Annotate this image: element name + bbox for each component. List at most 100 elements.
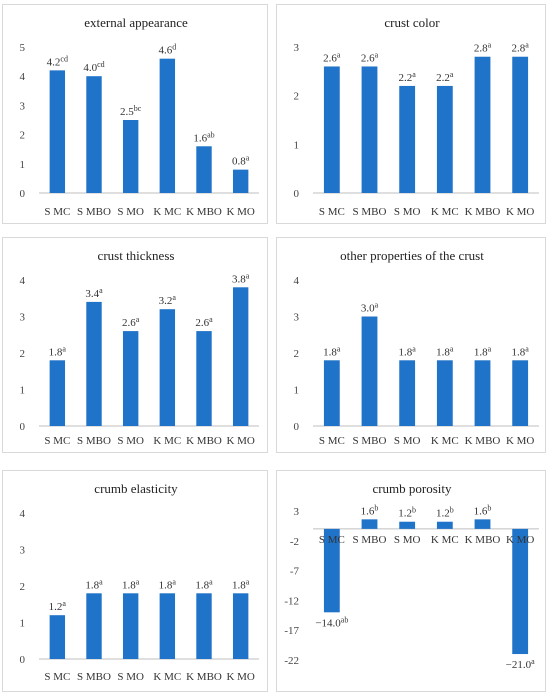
chart-title: other properties of the crust [340,248,484,263]
data-label: 1.8a [122,577,140,591]
category-label: K MO [226,435,254,447]
bar [436,85,453,193]
data-label: 1.8a [49,344,67,358]
bar [159,58,176,194]
bar [122,331,139,426]
bar [49,70,66,193]
data-label: 1.2b [398,506,416,520]
y-tick-label: 4 [294,275,300,287]
chart-svg: external appearance 0 1 2 3 4 5 4.2cd S MC 4.0cd S… [20,15,259,218]
bar [196,593,212,659]
data-label: 1.8a [436,344,454,358]
data-label: 1.2b [436,506,454,520]
category-label: S MBO [353,435,387,447]
bar [361,316,378,426]
bar [399,521,416,529]
y-tick-label: 3 [294,42,300,54]
chart-title: crust color [384,15,440,30]
y-tick-label: 5 [20,42,26,54]
y-tick-label: 0 [294,421,300,433]
data-label: 3.8a [232,271,250,285]
category-label: K MO [226,671,254,683]
data-label: 2.6a [361,50,379,64]
y-tick-label: -7 [290,566,300,578]
y-tick-label: -22 [284,655,299,667]
data-label: 4.2cd [47,54,68,68]
data-label: 1.8a [512,344,530,358]
bar [474,360,491,426]
chart-svg: other properties of the crust 0 1 2 3 4 1.8a S … [294,248,539,447]
bar [49,615,66,659]
bar [474,56,491,193]
bar [49,360,66,426]
category-label: S MO [117,435,144,447]
data-label: 2.5bc [120,104,142,118]
category-label: S MO [394,206,421,218]
data-label: 1.6ab [193,130,214,144]
bar [86,301,102,426]
data-label: 1.8a [399,344,417,358]
category-label: K MBO [465,206,501,218]
y-tick-label: 1 [20,618,26,630]
data-label: 1.8a [474,344,492,358]
category-label: K MO [506,534,534,546]
bar [232,169,249,193]
data-label: 1.2a [49,599,67,613]
y-tick-label: 1 [20,385,26,397]
y-tick-label: 1 [294,385,300,397]
bar [86,76,102,193]
category-label: K MC [431,206,459,218]
y-tick-label: 3 [20,545,26,557]
bar [474,519,491,529]
data-label: 1.8a [232,577,250,591]
category-label: K MBO [186,435,222,447]
chart-title: crust thickness [98,248,175,263]
category-label: K MBO [465,534,501,546]
data-label: 0.8a [232,154,250,168]
category-label: S MO [394,534,421,546]
category-label: S MC [319,534,345,546]
data-label: 2.8a [474,41,492,55]
y-tick-label: -17 [284,625,299,637]
category-label: K MO [226,206,254,218]
data-label: 2.6a [122,315,140,329]
bar [122,120,139,193]
category-label: S MO [394,435,421,447]
y-tick-label: 0 [294,188,300,200]
y-tick-label: 2 [294,348,300,360]
bar [232,593,249,659]
category-label: K MC [153,206,181,218]
y-tick-label: 4 [20,275,26,287]
category-label: S MC [44,435,70,447]
bar [86,593,102,659]
chart-title: crumb porosity [372,481,452,496]
bar [512,360,529,426]
bar [196,331,212,426]
data-label: 1.8a [195,577,213,591]
bar [122,593,139,659]
category-label: K MC [431,534,459,546]
data-label: 3.4a [85,286,103,300]
category-label: K MC [153,435,181,447]
bar [323,360,340,426]
bar [436,521,453,529]
y-tick-label: 3 [294,312,300,324]
category-label: S MBO [77,671,111,683]
chart-panel-crust-color: crust color 0 1 2 3 2.6a S MC 2.6a S MBO 2.2a S MO… [276,4,546,224]
y-tick-label: 4 [20,71,26,83]
bar [436,360,453,426]
category-label: S MO [117,206,144,218]
category-label: K MBO [186,671,222,683]
data-label: 3.0a [361,301,379,315]
chart-title: crumb elasticity [94,481,178,496]
data-label: 1.8a [159,577,177,591]
bar [323,66,340,193]
category-label: K MC [153,671,181,683]
category-label: S MO [117,671,144,683]
y-tick-label: 1 [20,159,26,171]
bar [159,593,176,659]
chart-svg: crumb porosity 3 -2 -7 -12 -17 -22 −14.0ab S MC 1… [284,481,539,671]
y-tick-label: 2 [294,91,300,103]
chart-panel-crumb-porosity: crumb porosity 3 -2 -7 -12 -17 -22 −14.0ab S MC 1… [276,470,546,692]
chart-svg: crumb elasticity 0 1 2 3 4 1.2a S MC 1.8a S MBO 1.… [20,481,259,683]
